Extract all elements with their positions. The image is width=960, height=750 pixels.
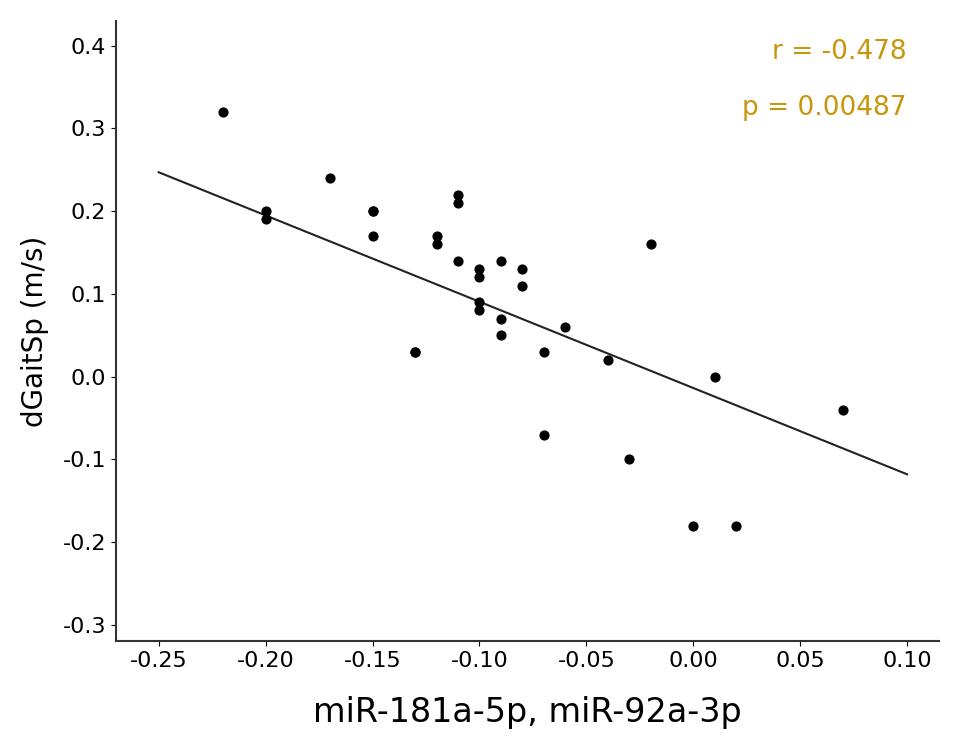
Point — [365, 230, 380, 242]
Point — [408, 346, 423, 358]
Point — [643, 238, 659, 250]
Y-axis label: dGaitSp (m/s): dGaitSp (m/s) — [21, 236, 49, 427]
Point — [493, 313, 509, 325]
Point — [450, 197, 466, 209]
Point — [365, 206, 380, 218]
Point — [707, 370, 722, 382]
Point — [258, 214, 274, 226]
X-axis label: miR-181a-5p, miR-92a-3p: miR-181a-5p, miR-92a-3p — [313, 696, 742, 729]
Point — [429, 238, 444, 250]
Text: r = -0.478: r = -0.478 — [772, 40, 906, 65]
Point — [536, 346, 551, 358]
Point — [515, 263, 530, 275]
Point — [835, 404, 851, 416]
Point — [493, 255, 509, 267]
Point — [600, 354, 615, 366]
Point — [729, 520, 744, 532]
Point — [450, 255, 466, 267]
Point — [365, 206, 380, 218]
Point — [408, 346, 423, 358]
Text: p = 0.00487: p = 0.00487 — [742, 95, 906, 122]
Point — [536, 428, 551, 440]
Point — [471, 263, 487, 275]
Point — [450, 188, 466, 200]
Point — [471, 304, 487, 316]
Point — [558, 321, 573, 333]
Point — [471, 272, 487, 284]
Point — [215, 106, 230, 118]
Point — [621, 454, 636, 466]
Point — [429, 230, 444, 242]
Point — [323, 172, 338, 184]
Point — [493, 329, 509, 341]
Point — [471, 296, 487, 308]
Point — [515, 280, 530, 292]
Point — [685, 520, 701, 532]
Point — [258, 206, 274, 218]
